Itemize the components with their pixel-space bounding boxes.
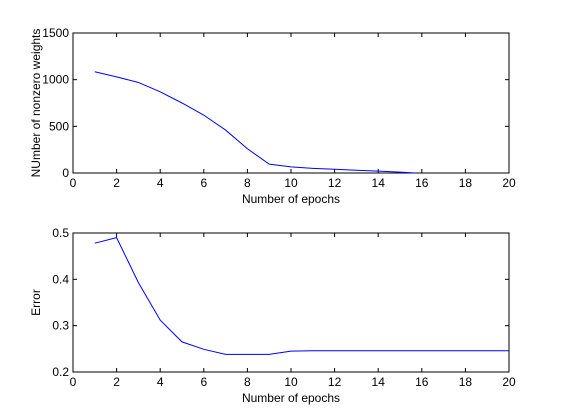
x-tick-label: 10 (284, 176, 298, 190)
x-tick-label: 6 (200, 176, 207, 190)
x-tick-label: 0 (70, 375, 77, 389)
x-tick-label: 8 (244, 375, 251, 389)
series-line (94, 71, 416, 174)
x-tick-label: 14 (372, 176, 386, 190)
y-axis-label: Error (29, 289, 43, 316)
x-tick-label: 6 (200, 375, 207, 389)
x-tick-label: 16 (415, 176, 429, 190)
x-tick-label: 12 (328, 375, 342, 389)
series-line (94, 237, 509, 355)
x-tick-label: 8 (244, 176, 251, 190)
y-tick-label: 1500 (42, 26, 69, 40)
x-axis-label: Number of epochs (242, 192, 340, 206)
x-tick-label: 16 (415, 375, 429, 389)
plot-area (72, 232, 510, 373)
x-axis-label: Number of epochs (242, 391, 340, 405)
bottom-chart: 0 2 4 6 8 10 12 14 16 18 20 0.2 0.3 0.4 0.5 Number of e… (29, 226, 516, 405)
top-chart: 0 2 4 6 8 10 12 14 16 18 20 0 500 1000 1500 Number of e… (29, 26, 516, 206)
y-tick-label: 0.4 (52, 272, 69, 286)
x-tick-label: 2 (113, 375, 120, 389)
y-tick-label: 0.3 (52, 319, 69, 333)
y-tick-label: 1000 (42, 73, 69, 87)
y-tick-label: 0.2 (52, 365, 69, 379)
x-tick-label: 20 (502, 375, 516, 389)
x-tick-label: 18 (459, 375, 473, 389)
x-tick-label: 4 (157, 375, 164, 389)
x-tick-label: 10 (284, 375, 298, 389)
x-tick-label: 14 (372, 375, 386, 389)
x-tick-label: 20 (502, 176, 516, 190)
x-tick-label: 2 (113, 176, 120, 190)
y-tick-label: 0.5 (52, 226, 69, 240)
plot-area (72, 32, 510, 174)
y-tick-label: 0 (62, 166, 69, 180)
x-tick-label: 12 (328, 176, 342, 190)
x-tick-label: 0 (70, 176, 77, 190)
x-tick-label: 18 (459, 176, 473, 190)
x-tick-label: 4 (157, 176, 164, 190)
y-axis-label: NUmber of nonzero weights (29, 29, 43, 178)
y-tick-label: 500 (49, 119, 69, 133)
